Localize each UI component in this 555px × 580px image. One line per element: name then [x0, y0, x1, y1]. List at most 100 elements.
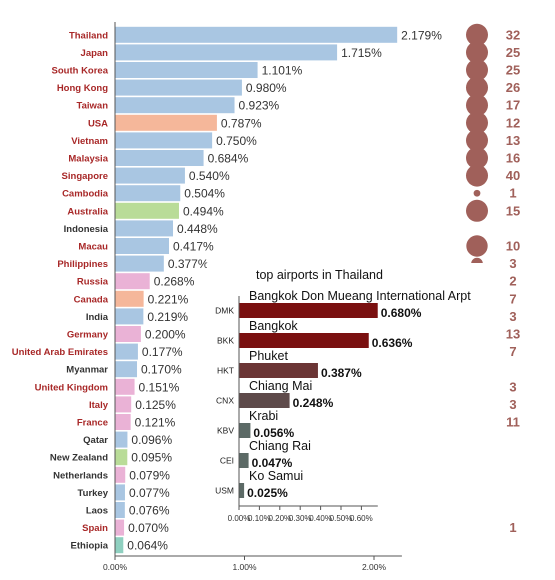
value-label: 0.417% [173, 240, 214, 254]
country-label: Laos [86, 506, 108, 517]
airport-code: USM [215, 486, 234, 496]
count-label: 3 [509, 256, 516, 271]
country-label: Hong Kong [57, 83, 108, 94]
country-label: Spain [82, 523, 108, 534]
country-label: New Zealand [50, 453, 108, 464]
country-label: Australia [67, 206, 108, 217]
value-label: 0.540% [189, 169, 230, 183]
count-label: 32 [506, 27, 520, 42]
bar [115, 150, 204, 166]
bar [115, 378, 135, 395]
airport-bar [239, 393, 290, 408]
value-label: 2.179% [401, 28, 442, 42]
count-bubble [466, 147, 488, 169]
airport-name: Ko Samui [249, 469, 303, 483]
value-label: 0.096% [131, 433, 172, 447]
airport-value-label: 0.056% [253, 426, 294, 440]
country-label: Vietnam [71, 136, 108, 147]
country-label: India [86, 312, 109, 323]
count-bubble [466, 164, 488, 187]
country-label: Malaysia [68, 154, 108, 165]
bar [115, 431, 128, 448]
bar [115, 343, 138, 360]
inset-x-tick-label: 0.50% [330, 514, 353, 523]
country-label: Taiwan [77, 101, 109, 112]
bar [115, 537, 124, 554]
bar [115, 466, 126, 483]
bar [115, 167, 185, 184]
value-label: 0.221% [148, 292, 189, 306]
count-label: 40 [506, 168, 520, 183]
count-label: 1 [509, 186, 516, 201]
bar [115, 79, 242, 96]
bar [115, 502, 125, 518]
value-label: 0.125% [135, 398, 176, 412]
country-label: United Kingdom [35, 382, 108, 393]
country-label: Philippines [57, 259, 108, 270]
count-label: 17 [506, 98, 520, 113]
value-label: 0.076% [129, 504, 170, 518]
count-bubble [466, 59, 488, 81]
count-label: 25 [506, 63, 520, 78]
inset-x-tick-label: 0.00% [228, 514, 251, 523]
bar [115, 132, 213, 149]
airport-bar [239, 303, 378, 318]
count-bubble [466, 41, 488, 64]
bar [115, 255, 164, 272]
bar [115, 44, 338, 61]
value-label: 0.787% [221, 116, 262, 130]
count-bubble [466, 76, 488, 99]
bar [115, 97, 235, 114]
inset-x-tick-label: 0.30% [289, 514, 312, 523]
count-label: 15 [506, 203, 520, 218]
count-label: 11 [506, 415, 520, 430]
airport-name: Chiang Mai [249, 379, 312, 393]
country-label: Qatar [83, 435, 108, 446]
value-label: 0.504% [184, 187, 225, 201]
country-label: Ethiopia [71, 541, 109, 552]
value-label: 0.684% [208, 152, 249, 166]
count-bubble [466, 111, 488, 134]
airport-code: CNX [216, 396, 234, 406]
count-label: 12 [506, 115, 520, 130]
value-label: 0.079% [129, 468, 170, 482]
bar [115, 238, 170, 254]
airport-code: CEI [220, 456, 234, 466]
bar [115, 202, 179, 219]
country-label: Macau [78, 242, 108, 253]
country-label: Myanmar [66, 365, 108, 376]
airport-value-label: 0.387% [321, 366, 362, 380]
airport-bar [239, 363, 318, 378]
value-label: 0.377% [168, 257, 209, 271]
bar [115, 290, 144, 307]
airport-name: Bangkok Don Mueang International Arpt [249, 289, 471, 303]
bar [115, 185, 181, 202]
bar [115, 273, 150, 290]
value-label: 0.170% [141, 363, 182, 377]
airport-value-label: 0.025% [247, 486, 288, 500]
airport-name: Krabi [249, 409, 278, 423]
value-label: 0.219% [147, 310, 188, 324]
value-label: 0.121% [135, 416, 176, 430]
airport-code: KBV [217, 426, 234, 436]
country-label: USA [88, 118, 108, 129]
count-label: 16 [506, 151, 520, 166]
inset-x-tick-label: 0.10% [248, 514, 271, 523]
value-label: 0.268% [154, 275, 195, 289]
country-label: Japan [81, 48, 109, 59]
country-label: South Korea [52, 66, 109, 77]
bar [115, 414, 131, 430]
x-tick-label: 2.00% [362, 562, 387, 572]
bar [115, 519, 125, 536]
airport-value-label: 0.248% [293, 396, 334, 410]
count-label: 26 [506, 80, 520, 95]
airport-value-label: 0.636% [372, 336, 413, 350]
bar [115, 220, 174, 237]
country-label: Singapore [62, 171, 108, 182]
bar [115, 62, 258, 78]
inset-x-tick-label: 0.60% [350, 514, 373, 523]
country-label: Netherlands [53, 470, 108, 481]
count-label: 13 [506, 133, 520, 148]
country-label: Italy [89, 400, 109, 411]
